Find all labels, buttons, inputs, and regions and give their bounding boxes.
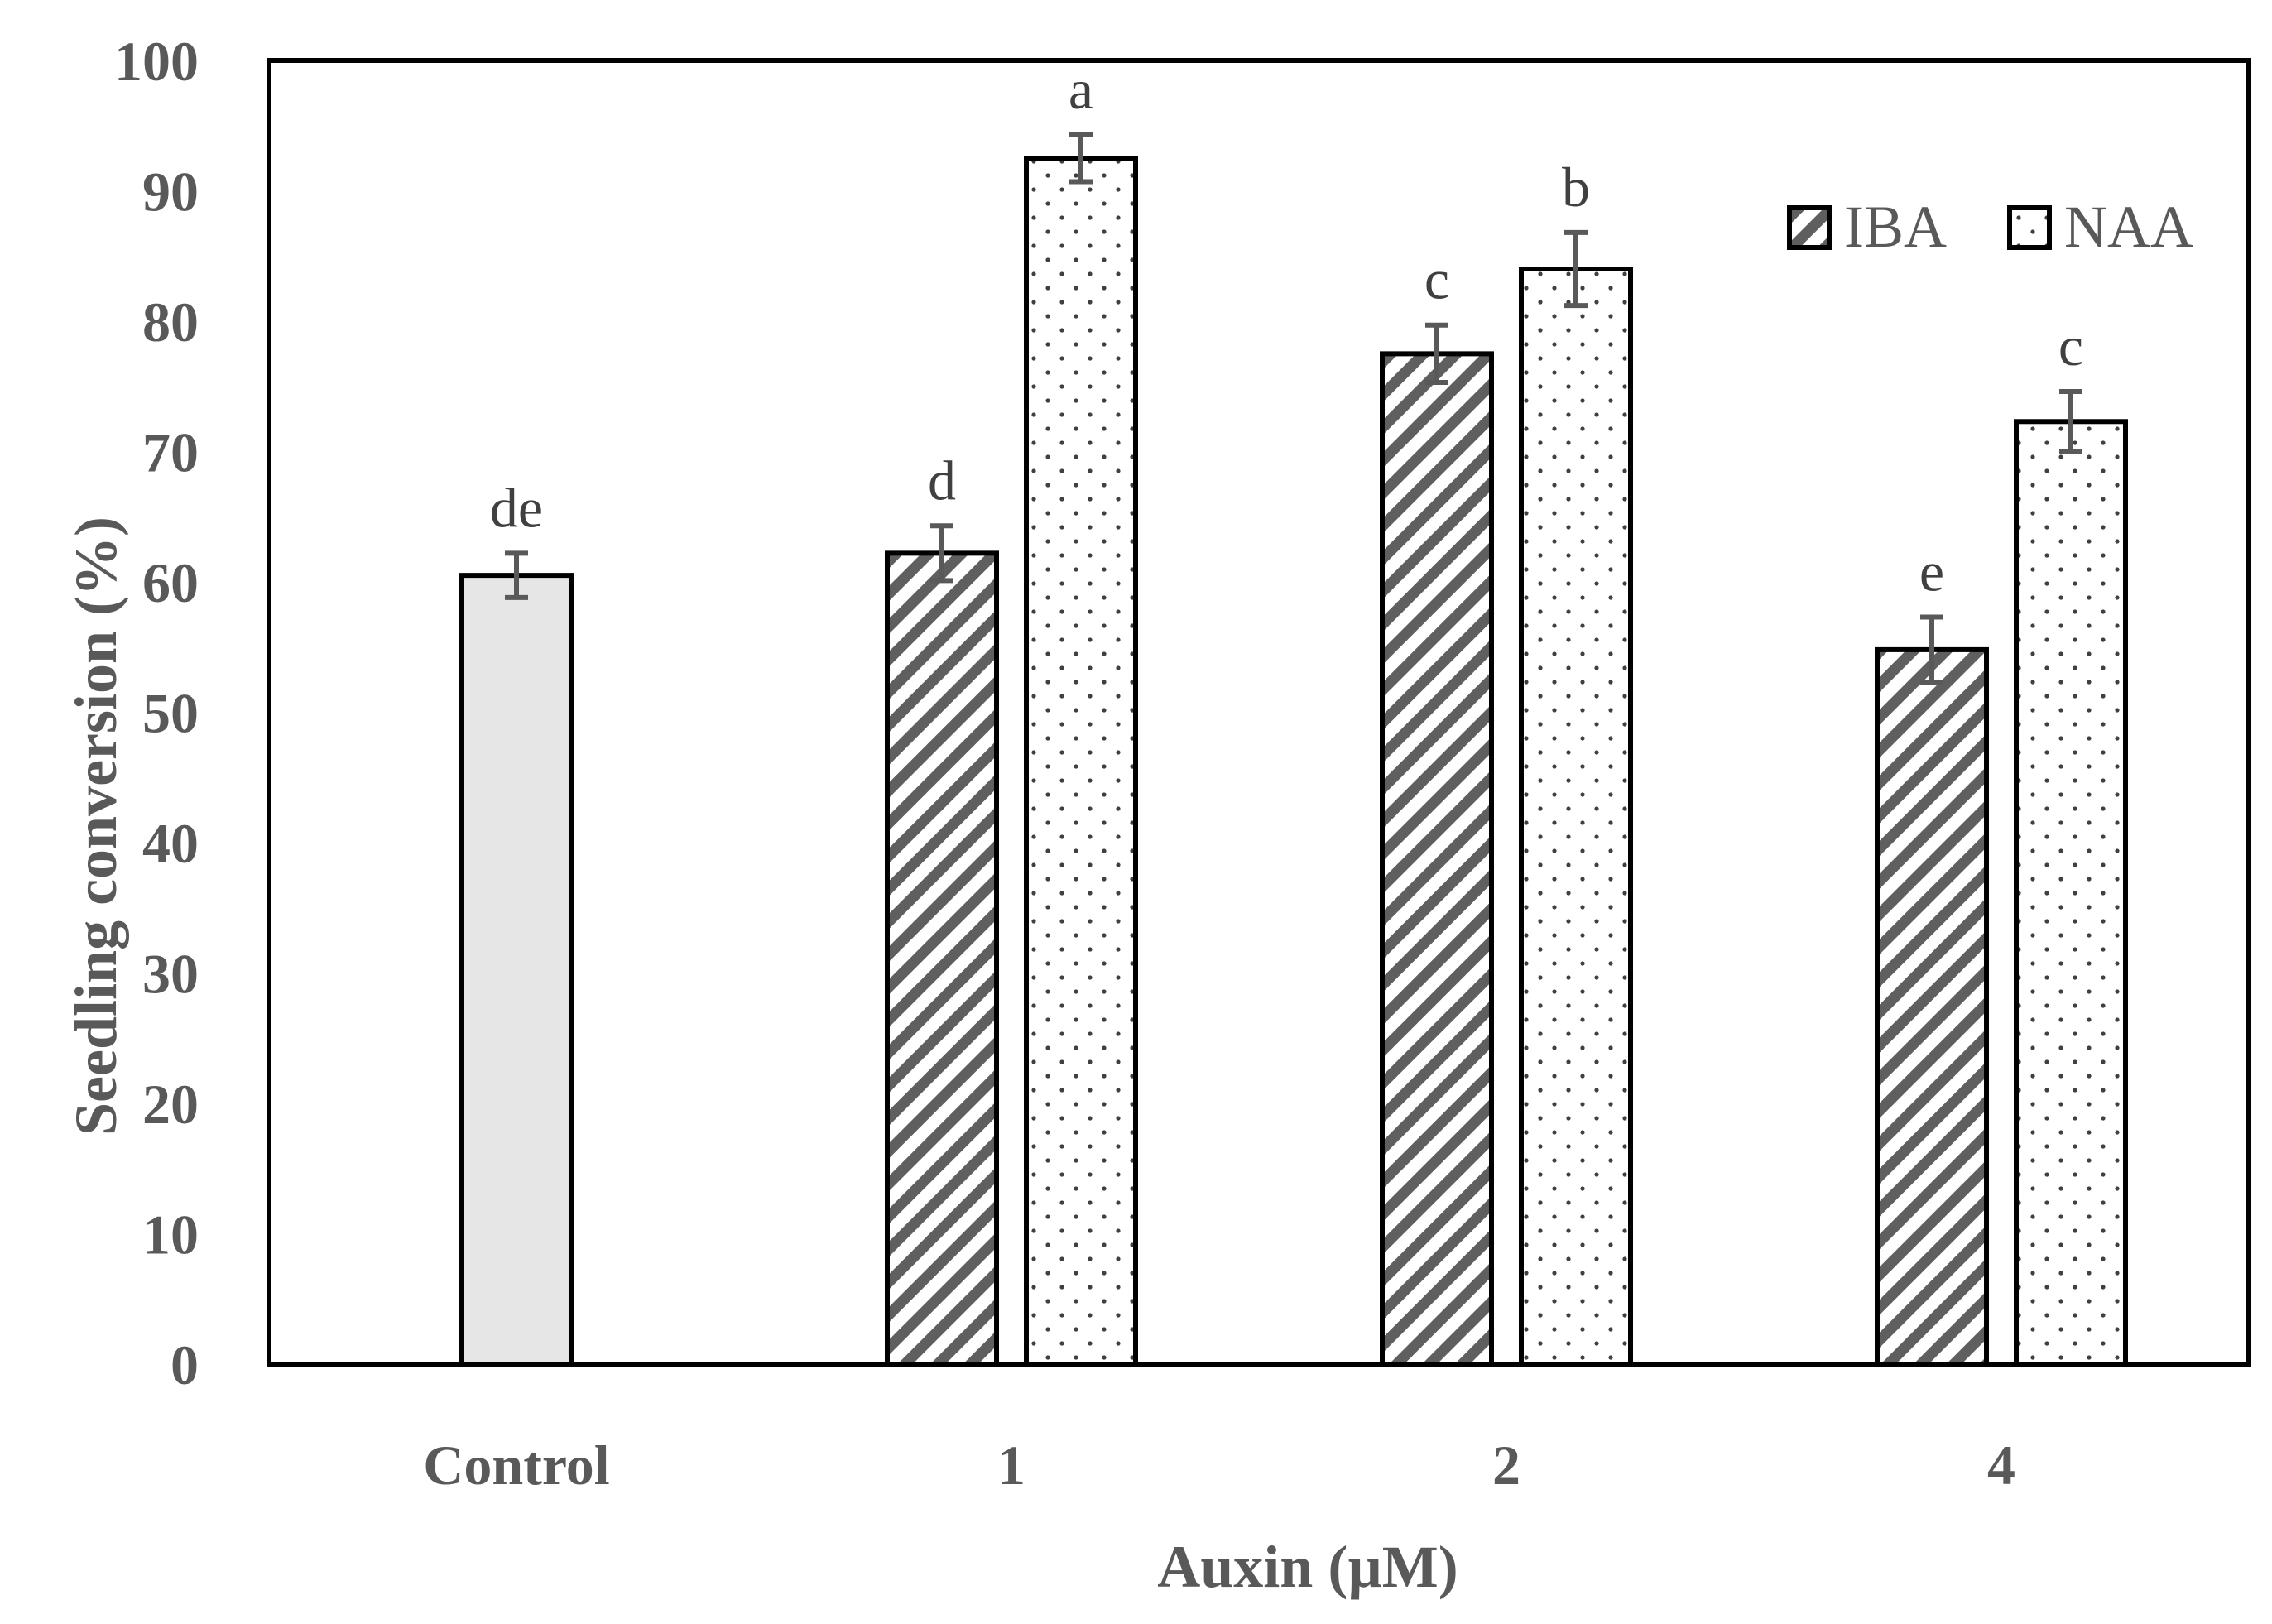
bar-naa-4: [2014, 419, 2128, 1367]
y-tick-label: 50: [142, 682, 199, 745]
error-bar-iba-2: [1425, 322, 1448, 386]
y-tick-label: 100: [114, 30, 199, 93]
error-bar-iba-4: [1920, 614, 1943, 685]
error-bar-control-control: [505, 550, 528, 600]
bar-control-control: [459, 573, 574, 1367]
bar-iba-1: [885, 550, 999, 1367]
y-tick-label: 90: [142, 161, 199, 223]
y-tick-label: 20: [142, 1073, 199, 1136]
significance-label-iba-4: e: [1919, 541, 1944, 603]
bar-iba-2: [1380, 351, 1494, 1367]
bar-naa-1: [1024, 156, 1138, 1367]
y-tick-label: 70: [142, 421, 199, 484]
y-axis-title: Seedling conversion (%): [63, 517, 129, 1136]
y-tick-label: 60: [142, 551, 199, 614]
legend-label-iba: IBA: [1844, 194, 1947, 260]
y-tick-label: 10: [142, 1204, 199, 1266]
legend-swatch-naa: [2007, 205, 2052, 250]
significance-label-naa-1: a: [1069, 58, 1093, 121]
bar-iba-4: [1875, 646, 1989, 1367]
y-tick-label: 0: [171, 1333, 199, 1396]
y-axis-ticks: 0 10 20 30 40 50 60 70 80 90 100: [114, 30, 199, 1396]
error-bar-naa-2: [1564, 229, 1588, 309]
x-tick-label: Control: [423, 1434, 609, 1497]
bar-naa-2: [1519, 267, 1633, 1367]
plot-area-frame: [267, 58, 2251, 1367]
significance-label-naa-4: c: [2058, 315, 2083, 377]
x-tick-label: 4: [1987, 1434, 2015, 1497]
significance-label-control-control: de: [490, 476, 543, 539]
x-axis-title: Auxin (µM): [1157, 1534, 1458, 1600]
significance-label-iba-2: c: [1424, 248, 1449, 311]
x-tick-label: 1: [997, 1434, 1026, 1497]
x-tick-label: 2: [1492, 1434, 1520, 1497]
significance-label-iba-1: d: [928, 449, 956, 512]
x-axis-ticks: Control 1 2 4: [423, 1434, 2015, 1497]
y-tick-label: 80: [142, 291, 199, 353]
significance-label-naa-2: b: [1562, 156, 1590, 219]
legend: IBA NAA: [1787, 194, 2193, 260]
error-bar-naa-1: [1069, 132, 1093, 185]
bars-layer: [459, 156, 2128, 1367]
y-tick-label: 30: [142, 943, 199, 1006]
error-bar-iba-1: [930, 523, 953, 584]
error-bar-naa-4: [2059, 389, 2082, 454]
legend-swatch-iba: [1787, 205, 1832, 250]
legend-label-naa: NAA: [2064, 194, 2193, 260]
y-tick-label: 40: [142, 812, 199, 875]
error-bars-layer: [505, 132, 2082, 685]
data-labels-layer: de d a c b e c: [490, 58, 2083, 603]
